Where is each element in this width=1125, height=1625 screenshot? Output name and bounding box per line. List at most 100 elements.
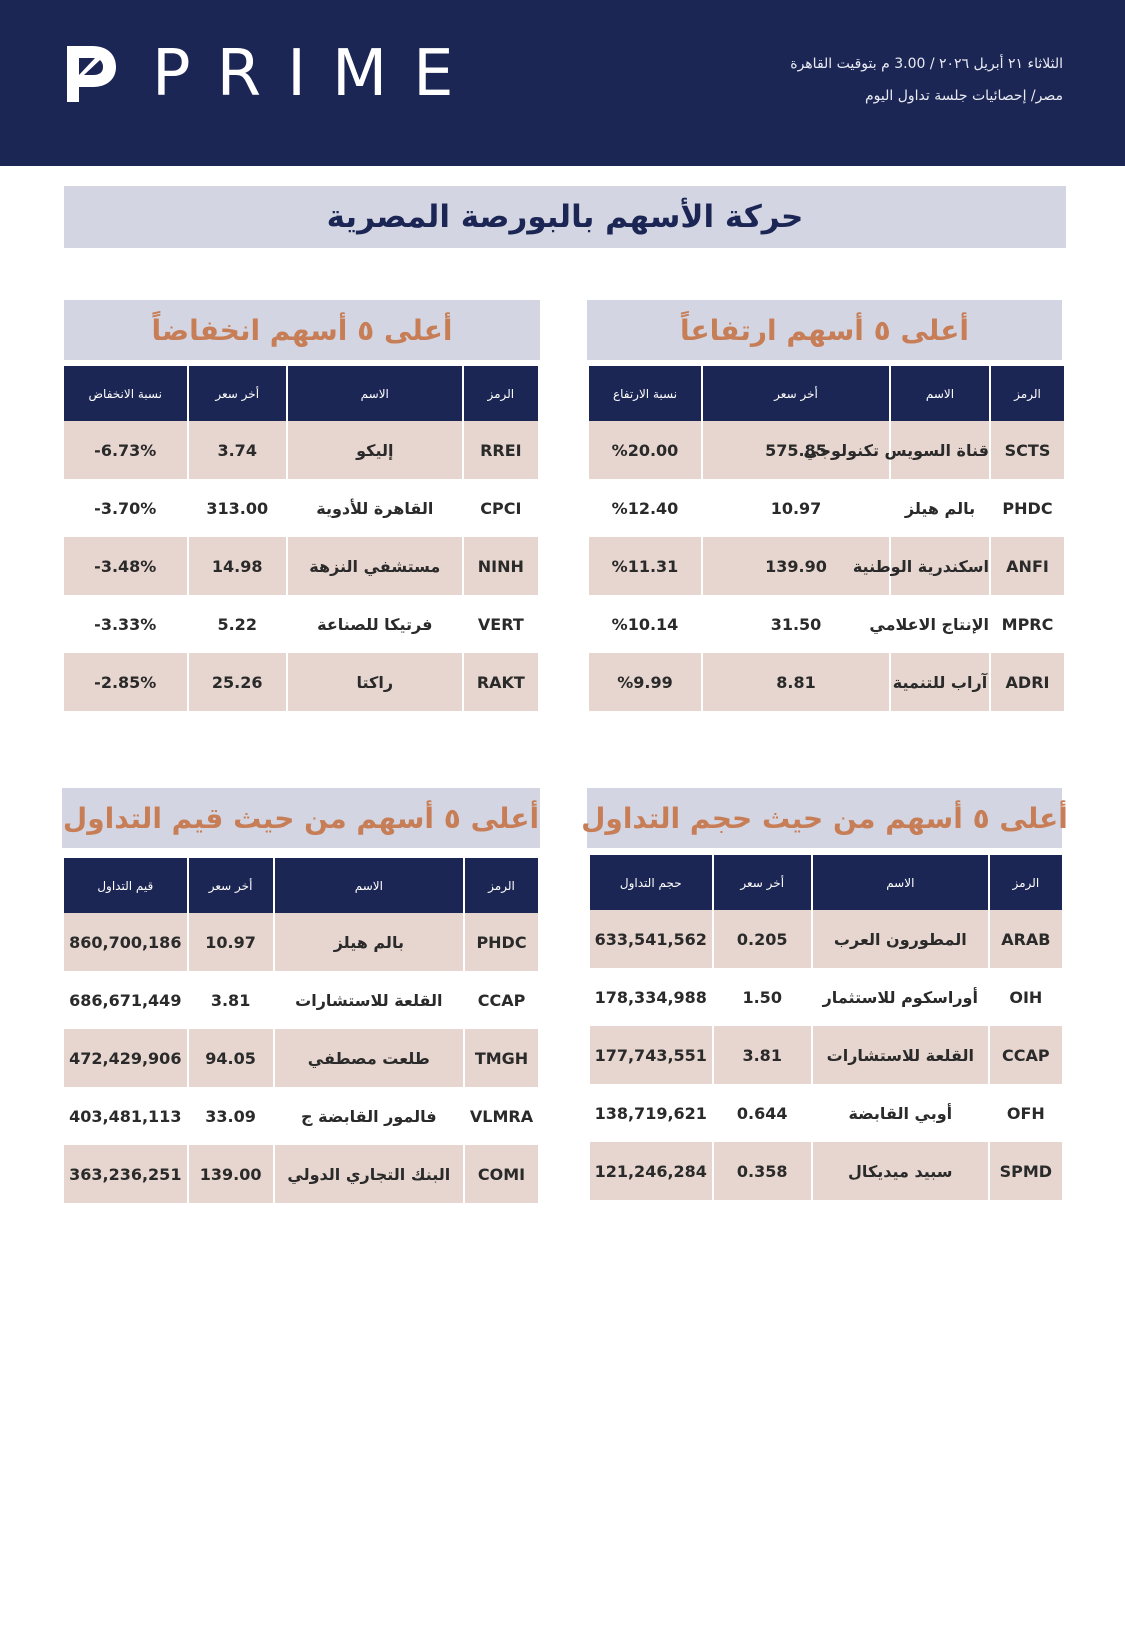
col-header-price: أخر سعر — [713, 855, 811, 910]
col-header-change: نسبة الارتفاع — [589, 366, 701, 421]
table-row: -3.48% 14.98 مستشفي النزهة NINH — [64, 537, 538, 595]
symbol-cell: PHDC — [991, 479, 1064, 537]
report-date: الثلاثاء ٢١ أبريل ٢٠٢٦ / 3.00 م بتوقيت ا… — [790, 56, 1063, 72]
page-title-band: حركة الأسهم بالبورصة المصرية — [64, 186, 1066, 248]
price-cell: 14.98 — [188, 537, 286, 595]
table-row: 686,671,449 3.81 القلعة للاستشارات CCAP — [64, 971, 538, 1029]
symbol-cell: TMGH — [465, 1029, 538, 1087]
volume-title-band: أعلى ٥ أسهم من حيث حجم التداول — [581, 788, 1068, 848]
change-cell: -3.33% — [64, 595, 187, 653]
price-cell: 25.26 — [188, 653, 286, 711]
col-header-name: الاسم — [287, 366, 462, 421]
price-cell: 0.205 — [713, 910, 811, 968]
price-cell: 1.50 — [713, 968, 811, 1026]
symbol-cell: ARAB — [989, 910, 1062, 968]
name-cell: مستشفي النزهة — [287, 537, 462, 595]
col-header-symbol: الرمز — [463, 366, 538, 421]
col-header-volume: حجم التداول — [590, 855, 712, 910]
symbol-cell: NINH — [463, 537, 538, 595]
col-header-price: أخر سعر — [188, 858, 273, 913]
change-cell: %9.99 — [589, 653, 701, 711]
name-cell: اسكندرية الوطنية — [853, 537, 989, 595]
symbol-cell: OFH — [989, 1084, 1062, 1142]
brand-logo: PRIME — [62, 42, 480, 106]
change-cell: %12.40 — [589, 479, 701, 537]
price-cell: 10.97 — [703, 479, 889, 537]
name-cell: القلعة للاستشارات — [812, 1026, 988, 1084]
header-banner: PRIME الثلاثاء ٢١ أبريل ٢٠٢٦ / 3.00 م بت… — [0, 0, 1125, 166]
name-cell: آراب للتنمية — [891, 653, 989, 711]
change-cell: -6.73% — [64, 421, 187, 479]
name-cell: قناة السويس تكنولوجي — [803, 421, 989, 479]
name-cell: فالمور القابضة ج — [274, 1087, 464, 1145]
table-header-row: نسبة الانخفاض أخر سعر الاسم الرمز — [64, 366, 538, 421]
amount-cell: 138,719,621 — [590, 1084, 712, 1142]
amount-cell: 403,481,113 — [64, 1087, 187, 1145]
price-cell: 8.81 — [703, 653, 889, 711]
losers-title: أعلى ٥ أسهم انخفاضاً — [151, 313, 453, 347]
table-header-row: قيم التداول أخر سعر الاسم الرمز — [64, 858, 538, 913]
losers-title-band: أعلى ٥ أسهم انخفاضاً — [64, 300, 540, 360]
symbol-cell: PHDC — [465, 913, 538, 971]
col-header-symbol: الرمز — [989, 855, 1062, 910]
change-cell: -3.48% — [64, 537, 187, 595]
symbol-cell: ADRI — [991, 653, 1064, 711]
amount-cell: 860,700,186 — [64, 913, 187, 971]
price-cell: 5.22 — [188, 595, 286, 653]
price-cell: 3.81 — [713, 1026, 811, 1084]
table-row: -6.73% 3.74 إليكو RREI — [64, 421, 538, 479]
change-cell: %10.14 — [589, 595, 701, 653]
col-header-value: قيم التداول — [64, 858, 187, 913]
price-cell: 313.00 — [188, 479, 286, 537]
table-row: -3.33% 5.22 فرتيكا للصناعة VERT — [64, 595, 538, 653]
table-row: %10.14 31.50 الإنتاج الاعلامي MPRC — [589, 595, 1064, 653]
amount-cell: 121,246,284 — [590, 1142, 712, 1200]
table-row: %9.99 8.81 آراب للتنمية ADRI — [589, 653, 1064, 711]
table-row: %11.31 139.90 اسكندرية الوطنية ANFI — [589, 537, 1064, 595]
table-row: 138,719,621 0.644 أوبي القابضة OFH — [590, 1084, 1062, 1142]
symbol-cell: RREI — [463, 421, 538, 479]
table-header-row: حجم التداول أخر سعر الاسم الرمز — [590, 855, 1062, 910]
amount-cell: 177,743,551 — [590, 1026, 712, 1084]
col-header-change: نسبة الانخفاض — [64, 366, 187, 421]
col-header-name: الاسم — [812, 855, 988, 910]
price-cell: 0.644 — [713, 1084, 811, 1142]
col-header-symbol: الرمز — [991, 366, 1064, 421]
gainers-title: أعلى ٥ أسهم ارتفاعاً — [680, 313, 969, 347]
volume-table: حجم التداول أخر سعر الاسم الرمز 633,541,… — [588, 855, 1064, 1200]
price-cell: 0.358 — [713, 1142, 811, 1200]
symbol-cell: CCAP — [465, 971, 538, 1029]
change-cell: %20.00 — [589, 421, 701, 479]
symbol-cell: SCTS — [991, 421, 1064, 479]
price-cell: 139.90 — [703, 537, 889, 595]
col-header-symbol: الرمز — [465, 858, 538, 913]
symbol-cell: VLMRA — [465, 1087, 538, 1145]
value-title: أعلى ٥ أسهم من حيث قيم التداول — [62, 801, 540, 835]
name-cell: أوراسكوم للاستثمار — [812, 968, 988, 1026]
prime-logo-icon — [67, 46, 116, 102]
change-cell: -3.70% — [64, 479, 187, 537]
col-header-price: أخر سعر — [703, 366, 889, 421]
change-cell: -2.85% — [64, 653, 187, 711]
gainers-table: نسبة الارتفاع أخر سعر الاسم الرمز %20.00… — [587, 366, 1066, 711]
amount-cell: 363,236,251 — [64, 1145, 187, 1203]
price-cell: 94.05 — [188, 1029, 273, 1087]
losers-table: نسبة الانخفاض أخر سعر الاسم الرمز -6.73%… — [62, 366, 540, 711]
price-cell: 33.09 — [188, 1087, 273, 1145]
gainers-title-band: أعلى ٥ أسهم ارتفاعاً — [587, 300, 1062, 360]
symbol-cell: CCAP — [989, 1026, 1062, 1084]
table-row: 177,743,551 3.81 القلعة للاستشارات CCAP — [590, 1026, 1062, 1084]
price-cell: 10.97 — [188, 913, 273, 971]
price-cell: 3.74 — [188, 421, 286, 479]
table-row: 178,334,988 1.50 أوراسكوم للاستثمار OIH — [590, 968, 1062, 1026]
col-header-name: الاسم — [274, 858, 464, 913]
price-cell: 31.50 — [703, 595, 889, 653]
table-row: 121,246,284 0.358 سبيد ميديكال SPMD — [590, 1142, 1062, 1200]
table-row: %20.00 575.85 قناة السويس تكنولوجي SCTS — [589, 421, 1064, 479]
col-header-name: الاسم — [891, 366, 989, 421]
change-cell: %11.31 — [589, 537, 701, 595]
amount-cell: 178,334,988 — [590, 968, 712, 1026]
symbol-cell: COMI — [465, 1145, 538, 1203]
page-title: حركة الأسهم بالبورصة المصرية — [326, 199, 804, 235]
name-cell: القاهرة للأدوية — [287, 479, 462, 537]
